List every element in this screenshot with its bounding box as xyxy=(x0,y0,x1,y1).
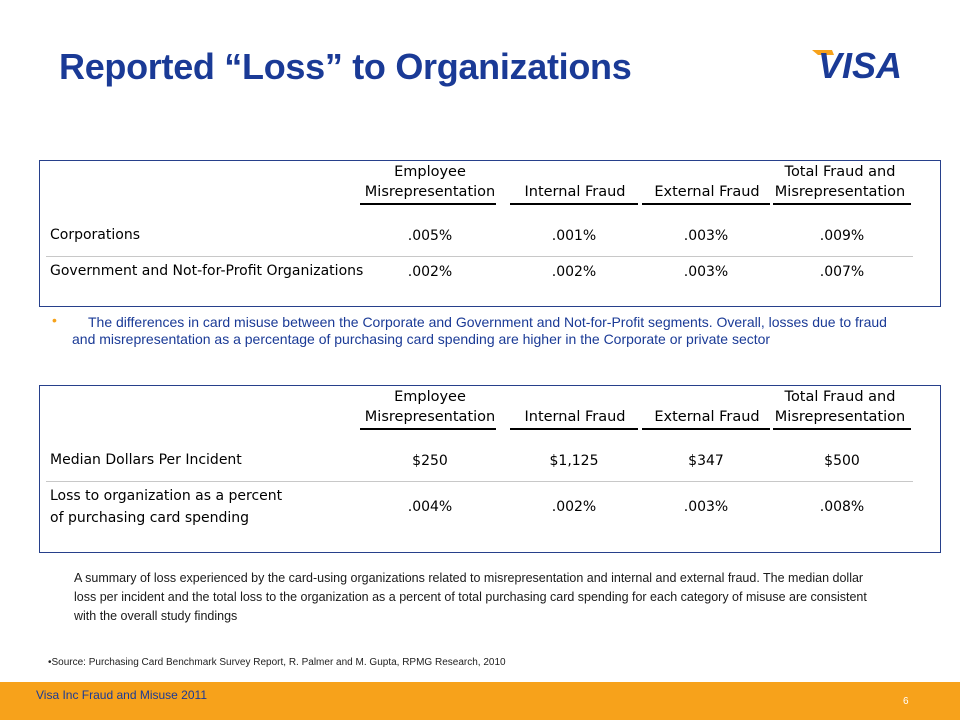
bullet-icon: • xyxy=(52,312,57,328)
header-underline xyxy=(510,203,638,205)
column-header-external-fraud: External Fraud xyxy=(642,407,772,427)
bullet-note: The differences in card misuse between t… xyxy=(72,314,902,348)
table-cell: .002% xyxy=(407,264,453,280)
table-cell: $250 xyxy=(412,453,448,469)
table-cell: .008% xyxy=(819,499,865,515)
table-cell: .002% xyxy=(551,264,597,280)
header-underline xyxy=(360,428,496,430)
row-label-government: Government and Not-for-Profit Organizati… xyxy=(50,263,364,279)
header-line: Employee xyxy=(394,389,466,405)
column-header-total-fraud: Total Fraud and Misrepresentation xyxy=(773,387,907,427)
page-number: 6 xyxy=(903,696,909,707)
slide-title: Reported “Loss” to Organizations xyxy=(59,46,632,87)
row-divider xyxy=(46,481,913,482)
source-citation: •Source: Purchasing Card Benchmark Surve… xyxy=(48,657,506,668)
column-header-employee-misrepresentation: Employee Misrepresentation xyxy=(360,162,500,202)
table-cell: .007% xyxy=(819,264,865,280)
column-header-internal-fraud: Internal Fraud xyxy=(510,407,640,427)
header-line: Misrepresentation xyxy=(364,184,496,200)
table-cell: .003% xyxy=(683,228,729,244)
header-underline xyxy=(642,203,770,205)
header-underline xyxy=(360,203,496,205)
header-underline xyxy=(642,428,770,430)
table-cell: .005% xyxy=(407,228,453,244)
column-header-employee-misrepresentation: Employee Misrepresentation xyxy=(360,387,500,427)
table-cell: .009% xyxy=(819,228,865,244)
header-line: Total Fraud and xyxy=(784,389,896,405)
table-cell: .001% xyxy=(551,228,597,244)
visa-logo-swoosh xyxy=(812,50,834,55)
summary-paragraph: A summary of loss experienced by the car… xyxy=(74,571,867,623)
column-header-internal-fraud: Internal Fraud xyxy=(510,182,640,202)
visa-logo: VISA xyxy=(812,45,902,84)
header-line: Misrepresentation xyxy=(364,409,496,425)
header-line: External Fraud xyxy=(654,409,760,425)
table-cell: $347 xyxy=(688,453,724,469)
table-corporations-vs-government: Employee Misrepresentation Internal Frau… xyxy=(39,160,941,307)
footer-label: Visa Inc Fraud and Misuse 2011 xyxy=(36,688,207,702)
footer-bar xyxy=(0,682,960,720)
row-divider xyxy=(46,256,913,257)
table-cell: $500 xyxy=(824,453,860,469)
table-cell: $1,125 xyxy=(549,453,599,469)
header-line: External Fraud xyxy=(654,184,760,200)
bullet-note-text: The differences in card misuse between t… xyxy=(72,314,887,347)
table-median-dollars: Employee Misrepresentation Internal Frau… xyxy=(39,385,941,553)
table-cell: .004% xyxy=(407,499,453,515)
row-label-median-dollars: Median Dollars Per Incident xyxy=(50,452,242,468)
column-header-total-fraud: Total Fraud and Misrepresentation xyxy=(773,162,907,202)
row-label-corporations: Corporations xyxy=(50,227,140,243)
row-label-loss-percent: Loss to organization as a percent of pur… xyxy=(50,488,283,526)
column-header-external-fraud: External Fraud xyxy=(642,182,772,202)
table-cell: .002% xyxy=(551,499,597,515)
header-underline xyxy=(773,428,911,430)
table-cell: .003% xyxy=(683,499,729,515)
header-line: Internal Fraud xyxy=(524,409,626,425)
header-line: Internal Fraud xyxy=(524,184,626,200)
header-underline xyxy=(773,203,911,205)
header-line: Misrepresentation xyxy=(774,409,906,425)
header-line: Misrepresentation xyxy=(774,184,906,200)
header-line: Employee xyxy=(394,164,466,180)
header-underline xyxy=(510,428,638,430)
visa-logo-text: VISA xyxy=(818,45,902,84)
table-cell: .003% xyxy=(683,264,729,280)
header-line: Total Fraud and xyxy=(784,164,896,180)
